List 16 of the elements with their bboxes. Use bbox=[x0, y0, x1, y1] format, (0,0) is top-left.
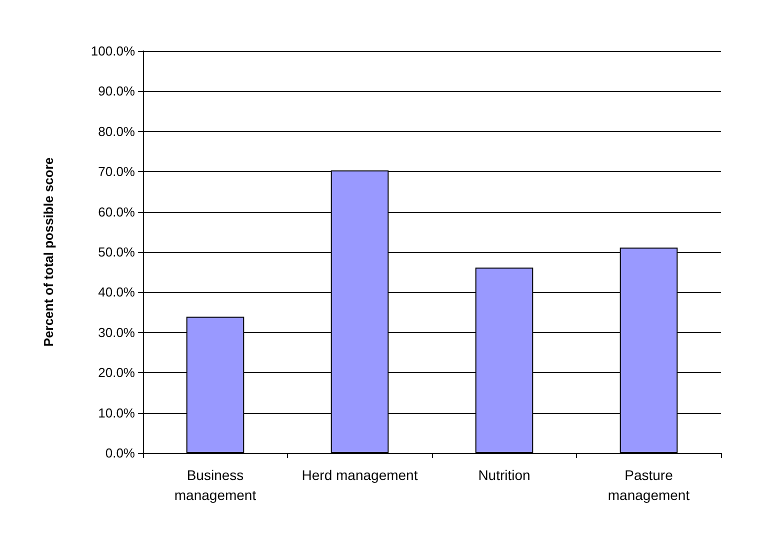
x-tick-label: Business management bbox=[174, 467, 256, 503]
y-axis-title: Percent of total possible score bbox=[41, 157, 56, 347]
y-tick-label: 100.0% bbox=[90, 44, 136, 58]
x-tick-label: Nutrition bbox=[478, 467, 530, 483]
y-tick-label: 70.0% bbox=[98, 164, 136, 180]
y-tick-label: 60.0% bbox=[98, 204, 136, 220]
y-tick-label: 80.0% bbox=[98, 124, 136, 139]
y-tick-label: 0.0% bbox=[105, 446, 136, 460]
y-tick-label: 90.0% bbox=[98, 84, 136, 99]
x-tick-label: Pasture management bbox=[608, 467, 690, 503]
y-tick-label: 40.0% bbox=[98, 284, 136, 300]
y-tick-label: 30.0% bbox=[98, 324, 136, 340]
y-tick-label: 50.0% bbox=[98, 244, 136, 260]
x-tick-label: Herd management bbox=[302, 467, 418, 483]
y-tick-label: 10.0% bbox=[98, 405, 136, 420]
y-tick-label: 20.0% bbox=[98, 365, 136, 380]
